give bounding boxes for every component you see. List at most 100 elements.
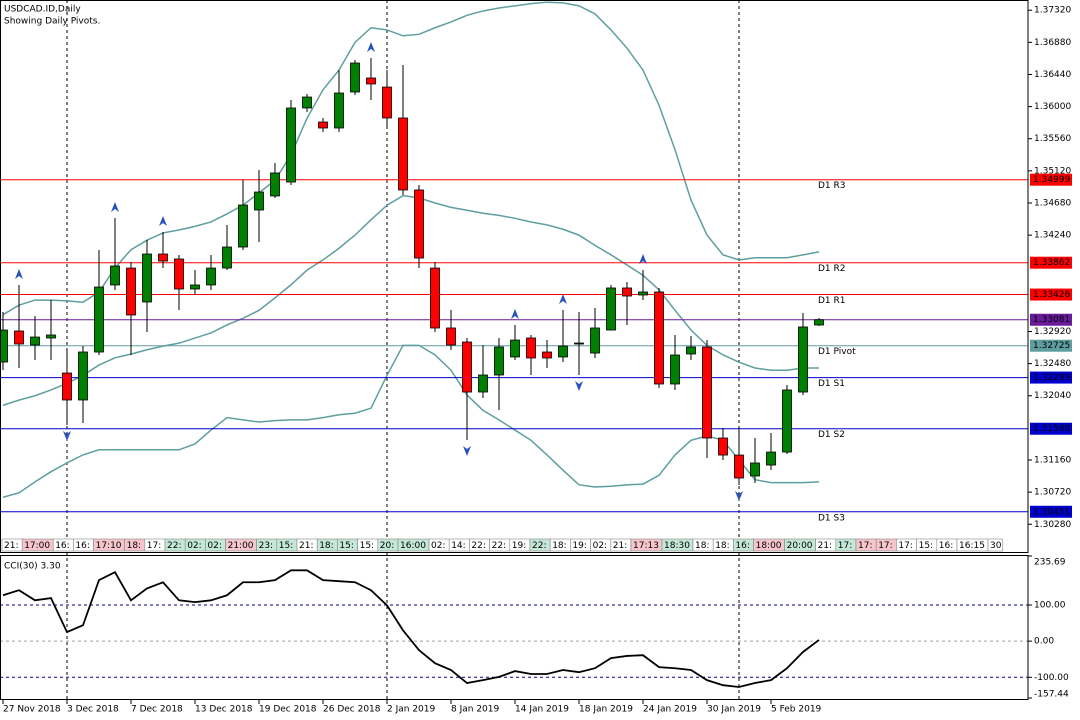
fractal-down bbox=[575, 381, 583, 392]
time-tag: 19: bbox=[512, 541, 526, 551]
candle-body bbox=[302, 96, 312, 109]
time-tag: 20:00 bbox=[787, 541, 813, 551]
candle-body bbox=[750, 462, 760, 477]
time-tag: 17: bbox=[838, 541, 852, 551]
price-label-box bbox=[1030, 173, 1072, 186]
candle-body bbox=[798, 326, 808, 393]
time-tag: 17: bbox=[878, 541, 892, 551]
x-tick-label: 13 Dec 2018 bbox=[195, 705, 253, 715]
y-tick-label: 1.35560 bbox=[1034, 134, 1071, 144]
fractal-down bbox=[463, 445, 471, 456]
candle-body bbox=[286, 107, 296, 183]
time-tag: 21: bbox=[613, 541, 627, 551]
candle-body bbox=[126, 267, 136, 316]
price-label: 1.34999 bbox=[1033, 175, 1070, 185]
candle-body bbox=[206, 267, 216, 286]
time-tag: 18: bbox=[127, 541, 141, 551]
candle-body bbox=[190, 284, 200, 290]
pivot-label: D1 R1 bbox=[818, 296, 846, 306]
fractal-up bbox=[15, 268, 23, 279]
fractal-up bbox=[559, 294, 567, 305]
x-tick-label: 7 Dec 2018 bbox=[131, 705, 183, 715]
time-tag: 02: bbox=[187, 541, 201, 551]
time-tag: 15: bbox=[919, 541, 933, 551]
candle-body bbox=[318, 121, 328, 129]
fractal-up bbox=[367, 41, 375, 52]
y-tick-label: 0.00 bbox=[1034, 637, 1054, 647]
price-label: 1.31588 bbox=[1033, 424, 1070, 434]
fractal-up bbox=[639, 254, 647, 265]
indicator-title: CCI(30) 3.30 bbox=[4, 562, 61, 572]
time-tag: 17:13 bbox=[633, 541, 659, 551]
x-tick-label: 24 Jan 2019 bbox=[643, 705, 697, 715]
time-tag: 15: bbox=[279, 541, 293, 551]
candle-body bbox=[606, 287, 616, 331]
price-label: 1.33426 bbox=[1033, 290, 1070, 300]
time-tag: 15: bbox=[360, 541, 374, 551]
candle-body bbox=[478, 374, 488, 393]
candle-body bbox=[142, 253, 152, 303]
time-tag: 19: bbox=[572, 541, 586, 551]
candle-body bbox=[670, 354, 680, 385]
candle-body bbox=[494, 346, 504, 376]
time-tag: 17:10 bbox=[96, 541, 122, 551]
candle-body bbox=[350, 62, 360, 93]
x-tick-label: 8 Jan 2019 bbox=[451, 705, 499, 715]
candle-body bbox=[814, 319, 824, 326]
x-tick-label: 14 Jan 2019 bbox=[515, 705, 569, 715]
candle-body bbox=[110, 265, 120, 286]
candle-body bbox=[558, 345, 568, 358]
fractal-up bbox=[111, 202, 119, 213]
candle-body bbox=[718, 437, 728, 456]
candle-body bbox=[414, 189, 424, 259]
y-tick-label: 1.31160 bbox=[1034, 456, 1071, 466]
candle-body bbox=[78, 351, 88, 401]
candle-body bbox=[446, 327, 456, 346]
y-tick-label: 1.30280 bbox=[1034, 520, 1071, 530]
fractal-down bbox=[63, 431, 71, 442]
x-tick-label: 2 Jan 2019 bbox=[387, 705, 435, 715]
time-tag: 20: bbox=[380, 541, 394, 551]
time-tag: 17: bbox=[147, 541, 161, 551]
price-label-box bbox=[1030, 371, 1072, 384]
fractal-down bbox=[735, 491, 743, 502]
time-tag: 18:00 bbox=[756, 541, 782, 551]
candle-body bbox=[254, 191, 264, 211]
time-tag: 18: bbox=[319, 541, 333, 551]
fractal-up bbox=[159, 215, 167, 226]
time-tag: 30 bbox=[990, 541, 1002, 551]
candle-body bbox=[622, 287, 632, 297]
pivot-label: D1 R3 bbox=[818, 181, 846, 191]
pivot-label: D1 R2 bbox=[818, 264, 846, 274]
candle-body bbox=[94, 286, 104, 353]
candle-body bbox=[398, 117, 408, 191]
candle-body bbox=[766, 451, 776, 466]
y-tick-label: 1.30720 bbox=[1034, 488, 1071, 498]
price-label: 1.33862 bbox=[1033, 258, 1070, 268]
candle-body bbox=[638, 291, 648, 296]
time-tag: 22: bbox=[532, 541, 546, 551]
time-tag: 16: bbox=[939, 541, 953, 551]
candle-body bbox=[158, 253, 168, 262]
chart-title: USDCAD.ID,Daily bbox=[4, 5, 81, 15]
candle-body bbox=[382, 86, 392, 119]
y-tick-label: 1.32040 bbox=[1034, 391, 1071, 401]
candle-body bbox=[46, 334, 56, 339]
x-tick-label: 27 Nov 2018 bbox=[3, 705, 61, 715]
time-tag: 16:00 bbox=[400, 541, 426, 551]
time-tag: 16: bbox=[75, 541, 89, 551]
candle-body bbox=[510, 339, 520, 358]
time-tag: 22: bbox=[471, 541, 485, 551]
x-tick-label: 18 Jan 2019 bbox=[579, 705, 633, 715]
time-tag: 17: bbox=[898, 541, 912, 551]
bollinger-band bbox=[2, 1, 820, 316]
candle-body bbox=[462, 341, 472, 393]
price-label-box bbox=[1030, 313, 1072, 326]
candle-body bbox=[526, 337, 536, 359]
time-tag: 18: bbox=[715, 541, 729, 551]
y-tick-label: 1.36440 bbox=[1034, 70, 1071, 80]
time-tag: 16: bbox=[735, 541, 749, 551]
candle-body bbox=[62, 372, 72, 401]
y-tick-label: 1.34680 bbox=[1034, 198, 1071, 208]
price-label-box bbox=[1030, 505, 1072, 518]
